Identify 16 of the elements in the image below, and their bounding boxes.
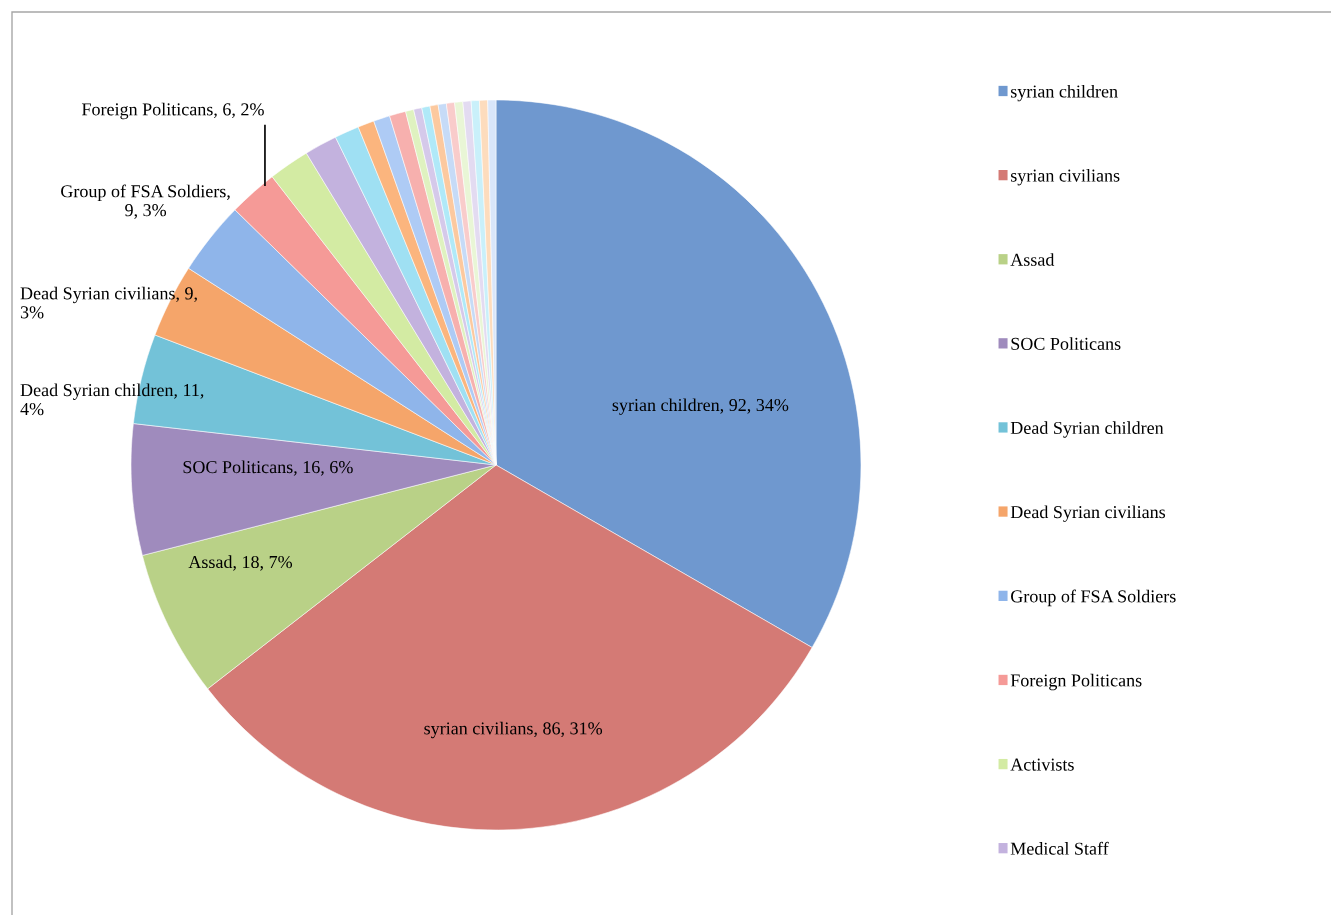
legend-label: Foreign Politicans (1010, 673, 1142, 691)
data-label: Group of FSA Soldiers, 9, 3% (61, 184, 230, 219)
legend-label: Assad (1010, 253, 1055, 266)
legend-label: Group of FSA Soldiers (1011, 589, 1176, 607)
legend-label: Dead Syrian civilians (1010, 505, 1166, 522)
data-label: Assad, 18, 7% (188, 555, 293, 571)
legend-label: syrian children (1011, 84, 1118, 102)
data-label: syrian children, 92, 34% (612, 398, 789, 415)
data-label: Foreign Politicans, 6, 2% (81, 102, 264, 120)
legend-label: Activists (1010, 758, 1074, 771)
legend-label: syrian civilians (1011, 169, 1120, 186)
data-label: SOC Politicans, 16, 6% (183, 460, 353, 476)
data-label: syrian civilians, 86, 31% (424, 721, 603, 739)
legend-label: SOC Politicans (1011, 337, 1121, 350)
legend-label: Medical Staff (1010, 841, 1109, 855)
legend-label: Dead Syrian children (1010, 421, 1164, 438)
